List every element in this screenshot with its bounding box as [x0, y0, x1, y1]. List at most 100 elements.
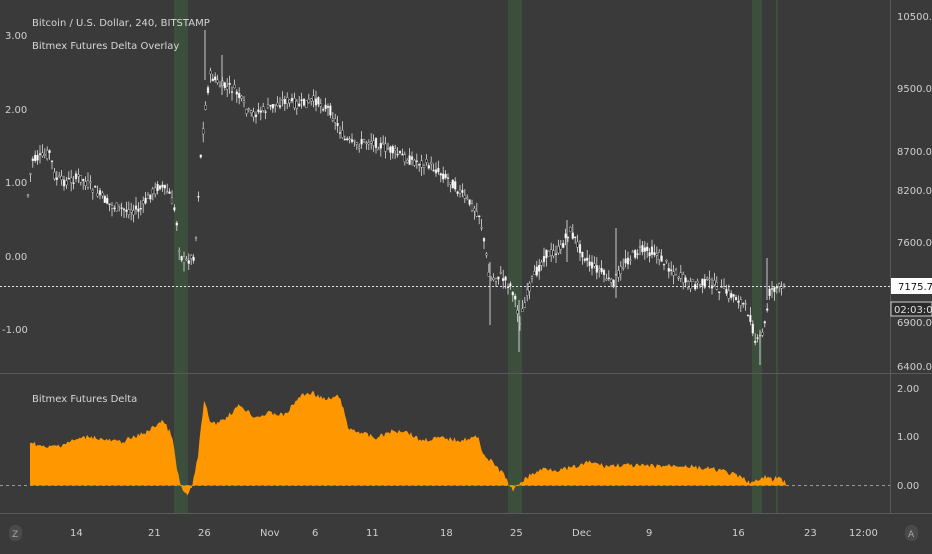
candle-body — [482, 237, 486, 242]
candle-body — [240, 95, 243, 99]
candle-body — [72, 182, 75, 184]
candle-body — [48, 150, 51, 153]
time-axis-label: 6 — [312, 528, 318, 539]
candle-body — [216, 79, 219, 83]
candle-body — [50, 160, 54, 163]
candle-body — [298, 103, 301, 107]
candle-body — [384, 143, 387, 152]
time-axis-label: Nov — [260, 528, 280, 539]
candle-body — [650, 246, 654, 255]
candle-body — [547, 250, 550, 257]
candle-body — [139, 207, 142, 210]
price-axis-tick: 6400.00 — [897, 362, 932, 373]
candle-body — [583, 258, 586, 261]
countdown-label-box — [890, 301, 932, 317]
candle-body — [199, 154, 202, 158]
candle-body — [727, 290, 730, 299]
candle-body — [358, 146, 361, 149]
auto-scale-icon: A — [908, 530, 915, 540]
candle-body — [331, 118, 334, 121]
candle-body — [190, 255, 193, 259]
candle-body — [158, 185, 162, 190]
candle-body — [696, 281, 699, 284]
candle-body — [146, 194, 150, 199]
candle-body — [262, 106, 265, 111]
candle-body — [492, 277, 495, 280]
price-axis[interactable]: 10500.00 9500.00 8700.00 8200.00 7600.00… — [897, 12, 932, 373]
candle-body — [768, 288, 771, 296]
candle-body — [660, 255, 663, 262]
left-axis-tick: 3.00 — [5, 31, 27, 42]
candle-body — [223, 82, 226, 88]
candle-body — [521, 308, 524, 312]
timezone-button[interactable]: Z — [9, 525, 22, 541]
candle-body — [456, 191, 459, 194]
candle-body — [670, 269, 673, 271]
candle-body — [535, 266, 538, 276]
candle-body — [607, 277, 610, 279]
time-axis[interactable]: 14 21 26 Nov 6 11 18 25 Dec 9 16 23 12:0… — [70, 528, 878, 539]
candle-body — [329, 105, 332, 116]
left-axis-tick: 2.00 — [5, 105, 27, 116]
candle-body — [355, 142, 358, 145]
candle-body — [338, 132, 342, 134]
candle-body — [451, 179, 454, 189]
candle-body — [470, 203, 474, 211]
candle-body — [396, 153, 399, 156]
delta-indicator-title[interactable]: Bitmex Futures Delta — [32, 394, 137, 405]
candle-body — [322, 109, 325, 111]
candle-body — [96, 192, 99, 197]
candle-body — [38, 153, 42, 155]
candle-body — [278, 105, 282, 108]
overlay-indicator-title[interactable]: Bitmex Futures Delta Overlay — [32, 41, 179, 52]
candle-body — [101, 192, 104, 197]
candle-body — [161, 184, 164, 188]
candle-body — [271, 104, 274, 109]
candle-body — [578, 244, 582, 254]
candle-body — [766, 308, 769, 311]
candle-body — [706, 277, 709, 280]
auto-scale-button-bg — [905, 525, 918, 541]
auto-scale-button[interactable]: A — [905, 525, 918, 541]
candle-body — [732, 294, 735, 297]
candle-body — [713, 280, 716, 286]
price-axis-tick: 9500.00 — [897, 84, 932, 95]
candle-body — [629, 259, 632, 261]
candle-body — [94, 185, 97, 188]
candle-body — [341, 129, 344, 138]
candle-body — [362, 139, 366, 142]
candle-body — [360, 139, 363, 145]
candle-body — [418, 163, 421, 166]
delta-axis[interactable]: 2.00 1.00 0.00 — [897, 384, 919, 492]
candle-body — [542, 256, 546, 263]
candle-body — [118, 204, 121, 207]
candle-body — [466, 197, 469, 200]
candle-body — [274, 104, 277, 106]
candle-body — [751, 323, 754, 334]
candle-body — [206, 87, 210, 94]
candle-body — [305, 100, 308, 109]
candle-body — [415, 160, 418, 163]
candle-body — [773, 287, 776, 293]
candle-body — [562, 243, 565, 248]
candle-body — [427, 165, 430, 169]
candle-body — [686, 281, 690, 288]
price-axis-tick: 6900.00 — [897, 318, 932, 329]
candle-body — [314, 98, 318, 106]
candle-body — [108, 203, 111, 205]
candle-body — [127, 209, 130, 215]
candle-body — [674, 269, 678, 275]
candle-body — [60, 175, 63, 180]
candle-body — [511, 292, 514, 296]
candle-body — [593, 263, 596, 267]
candle-body — [485, 253, 488, 256]
candle-body — [233, 84, 236, 89]
candle-body — [106, 197, 109, 204]
candle-body — [266, 104, 270, 109]
candle-body — [58, 175, 61, 178]
candle-body — [698, 284, 702, 286]
candle-body — [655, 253, 658, 256]
candle-body — [497, 276, 500, 280]
